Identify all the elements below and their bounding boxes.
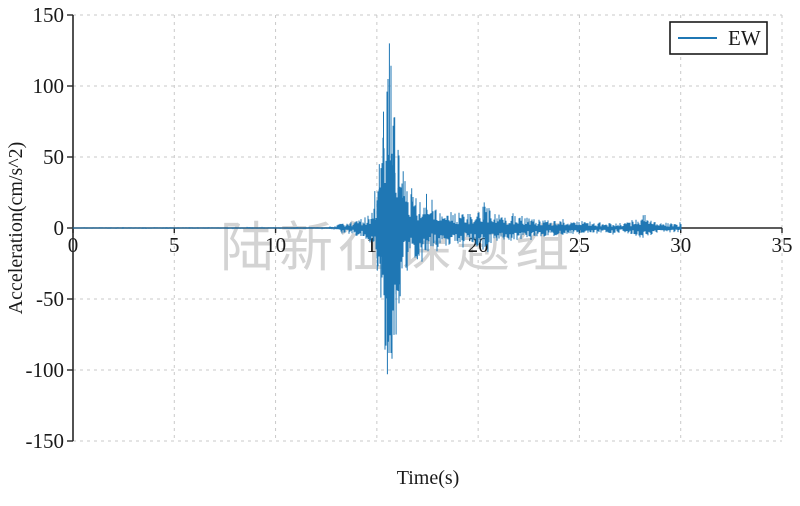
y-tick-label: 150 xyxy=(33,3,65,27)
y-tick-label: 0 xyxy=(54,216,65,240)
y-tick-label: -50 xyxy=(36,287,64,311)
y-tick-label: 100 xyxy=(33,74,65,98)
legend-box xyxy=(669,21,768,55)
y-tick-label: -100 xyxy=(26,358,65,382)
y-tick-label: -150 xyxy=(26,429,65,453)
x-tick-label: 30 xyxy=(670,233,691,257)
legend: EW xyxy=(669,21,768,55)
x-tick-label: 25 xyxy=(569,233,590,257)
x-tick-label: 35 xyxy=(772,233,793,257)
x-tick-label: 5 xyxy=(169,233,180,257)
legend-label: EW xyxy=(728,26,761,50)
waveform-ew-path xyxy=(72,43,682,375)
x-tick-label: 10 xyxy=(265,233,286,257)
y-axis-title: Acceleration(cm/s^2) xyxy=(5,142,27,315)
y-tick-label: 50 xyxy=(43,145,64,169)
x-axis-title: Time(s) xyxy=(397,467,460,489)
